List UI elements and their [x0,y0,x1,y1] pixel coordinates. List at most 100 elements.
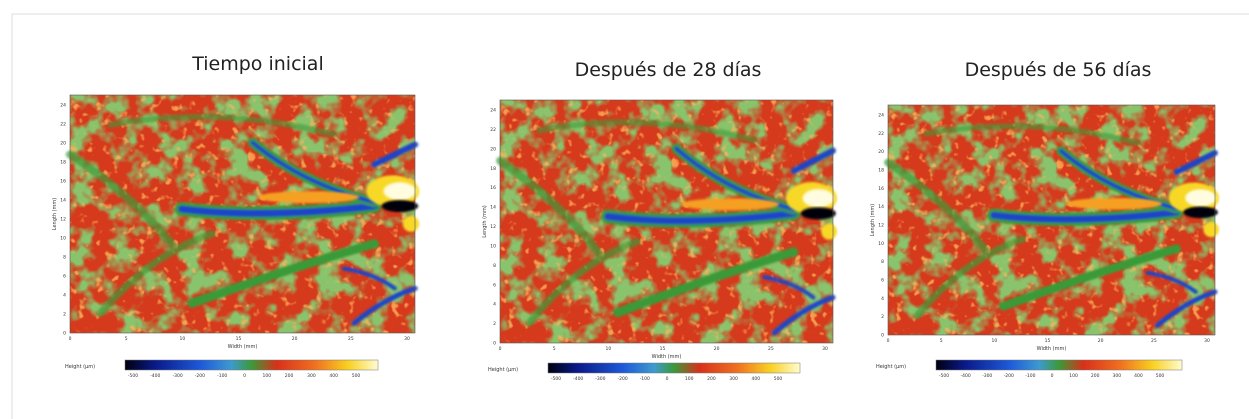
y-tick-label: 20 [878,149,884,155]
x-tick-label: 15 [236,336,242,342]
x-tick-label: 10 [991,338,997,344]
y-tick-label: 6 [881,278,884,284]
height-map [500,100,837,343]
colorbar-label: Height (µm) [65,364,95,370]
colorbar-label: Height (µm) [876,364,906,370]
y-tick-label: 10 [878,241,884,247]
colorbar-tick-label: 300 [729,376,738,382]
y-tick-label: 0 [493,341,496,347]
x-tick-label: 5 [553,346,556,352]
plot-border [499,99,834,344]
y-tick-label: 0 [881,333,884,339]
y-tick-label: 12 [60,217,66,223]
y-tick-label: 16 [490,185,496,191]
colorbar-tick-label: 100 [263,373,272,379]
colorbar-tick-label: 500 [1156,373,1165,379]
y-tick-label: 18 [60,160,66,166]
colorbar [124,359,379,371]
colorbar-tick-label: 200 [285,373,294,379]
y-tick-label: 6 [493,282,496,288]
colorbar-tick-label: -200 [195,373,205,379]
colorbar-tick-label: -200 [1004,373,1014,379]
x-tick-label: 25 [768,346,774,352]
x-tick-label: 5 [125,336,128,342]
colorbar-tick-label: -100 [1025,373,1035,379]
y-tick-label: 24 [60,103,66,109]
y-tick-label: 6 [63,274,66,280]
height-map [888,105,1219,335]
y-tick-label: 24 [490,108,496,114]
colorbar-tick-label: 300 [307,373,316,379]
y-tick-label: 18 [878,168,884,174]
colorbar-tick-label: -500 [128,373,138,379]
y-tick-label: 4 [493,302,496,308]
y-tick-label: 2 [63,312,66,318]
y-tick-label: 8 [493,263,496,269]
x-tick-label: 30 [404,336,410,342]
y-tick-label: 4 [63,293,66,299]
x-tick-label: 30 [822,346,828,352]
y-tick-label: 20 [60,141,66,147]
y-tick-label: 22 [878,131,884,137]
colorbar-tick-label: -400 [150,373,160,379]
y-tick-label: 18 [490,166,496,172]
panel-title: Tiempo inicial [191,53,323,75]
y-tick-label: 24 [878,113,884,119]
y-tick-label: 2 [493,321,496,327]
plot-border [887,104,1216,336]
colorbar [547,362,801,374]
y-tick-label: 8 [63,255,66,261]
y-tick-label: 4 [881,296,884,302]
x-tick-label: 10 [605,346,611,352]
y-tick-label: 14 [60,198,66,204]
colorbar-tick-label: 500 [774,376,783,382]
y-tick-label: 22 [60,122,66,128]
x-tick-label: 25 [1151,338,1157,344]
colorbar-tick-label: -100 [217,373,227,379]
y-tick-label: 14 [878,204,884,210]
colorbar-tick-label: -500 [551,376,561,382]
colorbar-tick-label: 0 [666,376,669,382]
colorbar-tick-label: 100 [1069,373,1078,379]
x-axis-label: Width (mm) [228,344,258,350]
y-tick-label: 2 [881,314,884,320]
x-axis-label: Width (mm) [1037,346,1067,352]
x-tick-label: 15 [1045,338,1051,344]
x-tick-label: 15 [660,346,666,352]
x-tick-label: 5 [940,338,943,344]
colorbar-tick-label: -400 [960,373,970,379]
y-tick-label: 14 [490,205,496,211]
colorbar-tick-label: 200 [1091,373,1100,379]
y-axis-label: Length (mm) [870,204,876,237]
frame [11,13,1249,419]
colorbar-tick-label: -300 [982,373,992,379]
colorbar-tick-label: 400 [1134,373,1143,379]
y-tick-label: 20 [490,146,496,152]
colorbar-tick-label: -300 [172,373,182,379]
y-tick-label: 8 [881,259,884,265]
colorbar-tick-label: -100 [640,376,650,382]
y-tick-label: 10 [490,243,496,249]
colorbar-tick-label: 400 [752,376,761,382]
x-tick-label: 20 [292,336,298,342]
y-axis-label: Length (mm) [482,205,488,238]
colorbar-tick-label: -300 [595,376,605,382]
y-tick-label: 10 [60,236,66,242]
panel-title: Después de 56 días [965,59,1152,81]
x-tick-label: 0 [69,336,72,342]
x-tick-label: 10 [179,336,185,342]
panel-title: Después de 28 días [575,59,762,81]
x-tick-label: 20 [1098,338,1104,344]
height-map [70,95,419,333]
x-tick-label: 0 [499,346,502,352]
colorbar-tick-label: -500 [939,373,949,379]
colorbar-tick-label: -200 [617,376,627,382]
colorbar-tick-label: 500 [352,373,361,379]
colorbar-label: Height (µm) [488,367,518,373]
x-axis-label: Width (mm) [652,354,682,360]
plot-border [69,94,416,334]
colorbar-tick-label: 300 [1113,373,1122,379]
colorbar-tick-label: 400 [329,373,338,379]
x-tick-label: 30 [1204,338,1210,344]
